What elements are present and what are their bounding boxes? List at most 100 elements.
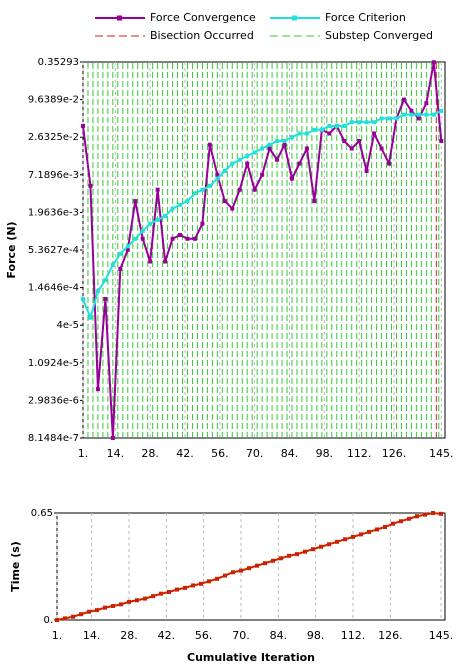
- data-point: [170, 206, 175, 211]
- data-point: [255, 563, 259, 568]
- data-point: [148, 259, 153, 264]
- x-tick-label: 1.: [52, 629, 63, 642]
- y-tick-label: 1.0924e-5: [28, 358, 79, 369]
- data-point: [103, 605, 107, 610]
- data-point: [185, 199, 190, 204]
- x-tick-label: 84.: [270, 629, 288, 642]
- data-point: [394, 116, 399, 121]
- data-point: [416, 116, 421, 121]
- data-point: [239, 568, 243, 573]
- y-tick-label: 2.9836e-6: [28, 395, 79, 406]
- plot-area: [82, 61, 446, 439]
- data-point: [423, 512, 427, 517]
- data-point: [95, 289, 100, 294]
- x-tick-label: 112.: [347, 447, 372, 460]
- data-point: [222, 199, 227, 204]
- data-point: [401, 112, 406, 117]
- data-point: [88, 183, 93, 188]
- data-point: [103, 278, 108, 283]
- data-point: [215, 576, 219, 581]
- data-point: [282, 142, 287, 147]
- data-point: [245, 153, 250, 158]
- data-point: [372, 131, 377, 136]
- data-point: [439, 108, 444, 113]
- data-point: [200, 221, 205, 226]
- data-point: [167, 590, 171, 595]
- data-point: [260, 146, 265, 151]
- data-point: [183, 585, 187, 590]
- data-point: [335, 539, 339, 544]
- data-point: [379, 146, 384, 151]
- data-point: [81, 123, 85, 128]
- data-point: [342, 123, 347, 128]
- data-point: [334, 123, 339, 128]
- data-point: [163, 259, 168, 264]
- data-point: [357, 138, 362, 143]
- data-point: [103, 296, 108, 301]
- x-tick-label: 56.: [195, 629, 213, 642]
- data-point: [71, 614, 75, 619]
- data-point: [372, 120, 377, 125]
- y-tick-label: 0.65: [31, 508, 53, 519]
- x-tick-label: 42.: [176, 447, 194, 460]
- data-point: [175, 587, 179, 592]
- data-point: [304, 146, 309, 151]
- data-point: [304, 131, 309, 136]
- data-point: [271, 558, 275, 563]
- data-point: [159, 591, 163, 596]
- data-point: [133, 199, 138, 204]
- x-tick-label: 145.: [429, 629, 454, 642]
- data-point: [263, 561, 267, 566]
- x-tick-label: 42.: [158, 629, 176, 642]
- data-point: [87, 609, 91, 614]
- data-point: [151, 594, 155, 599]
- x-tick-label: 98.: [307, 629, 325, 642]
- data-point: [118, 251, 123, 256]
- data-point: [207, 579, 211, 584]
- legend-label: Bisection Occurred: [150, 29, 254, 42]
- data-point: [289, 176, 294, 181]
- data-point: [424, 101, 429, 106]
- data-point: [119, 602, 123, 607]
- data-point: [140, 229, 145, 234]
- data-point: [367, 529, 371, 534]
- data-point: [289, 135, 294, 140]
- data-point: [342, 138, 347, 143]
- data-point: [215, 176, 220, 181]
- data-point: [148, 221, 153, 226]
- data-point: [297, 161, 302, 166]
- data-point: [135, 598, 139, 603]
- x-axis-title: Cumulative Iteration: [187, 651, 315, 664]
- data-point: [95, 608, 99, 613]
- y-tick-label: 0.35293: [38, 57, 79, 68]
- data-point: [439, 138, 444, 143]
- data-point: [170, 236, 175, 241]
- data-point: [237, 187, 242, 192]
- data-point: [399, 519, 403, 524]
- data-point: [155, 187, 160, 192]
- data-point: [191, 583, 195, 588]
- data-point: [364, 120, 369, 125]
- data-point: [110, 436, 115, 440]
- data-point: [379, 116, 384, 121]
- legend-label: Substep Converged: [325, 29, 433, 42]
- y-tick-label: 2.6325e-2: [28, 132, 79, 143]
- data-point: [63, 616, 67, 621]
- data-point: [207, 142, 212, 147]
- y-tick-label: 7.1896e-3: [28, 170, 79, 181]
- y-tick-label: 0.: [43, 615, 53, 626]
- data-point: [327, 123, 332, 128]
- data-point: [303, 549, 307, 554]
- x-tick-label: 1.: [78, 447, 89, 460]
- data-point: [415, 514, 419, 519]
- x-tick-label: 126.: [382, 447, 407, 460]
- data-point: [351, 534, 355, 539]
- data-point: [260, 172, 265, 177]
- data-point: [312, 127, 317, 132]
- x-tick-label: 145.: [429, 447, 454, 460]
- data-point: [279, 556, 283, 561]
- y-tick-label: 8.1484e-7: [28, 433, 79, 444]
- data-point: [416, 112, 421, 117]
- data-point: [282, 138, 287, 143]
